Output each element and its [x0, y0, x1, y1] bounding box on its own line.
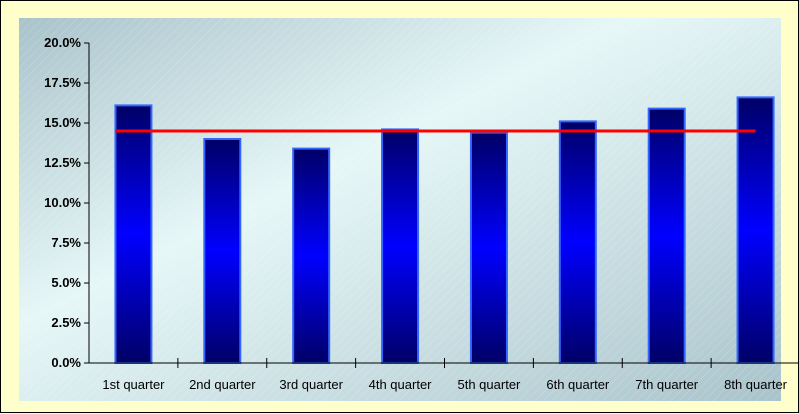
y-tick-label: 15.0% [44, 115, 81, 130]
x-tick-label: 8th quarter [724, 377, 788, 392]
y-tick-label: 0.0% [51, 355, 81, 370]
y-tick-label: 17.5% [44, 75, 81, 90]
y-tick-label: 2.5% [51, 315, 81, 330]
bar-7 [647, 107, 686, 364]
x-tick-label: 2nd quarter [189, 377, 256, 392]
y-tick-label: 7.5% [51, 235, 81, 250]
x-tick-label: 6th quarter [546, 377, 610, 392]
bar-2 [203, 138, 242, 364]
x-tick-label: 3rd quarter [279, 377, 343, 392]
bar-4 [381, 128, 420, 364]
bar-3 [292, 147, 331, 364]
y-tick-label: 5.0% [51, 275, 81, 290]
x-tick-label: 1st quarter [102, 377, 165, 392]
y-tick-label: 20.0% [44, 35, 81, 50]
y-tick-label: 12.5% [44, 155, 81, 170]
y-tick-label: 10.0% [44, 195, 81, 210]
bar-1 [114, 104, 153, 365]
bar-8 [736, 96, 775, 365]
bar-5 [469, 131, 508, 364]
x-tick-label: 7th quarter [635, 377, 699, 392]
bar-6 [558, 120, 597, 365]
x-tick-label: 4th quarter [369, 377, 433, 392]
x-tick-label: 5th quarter [458, 377, 522, 392]
